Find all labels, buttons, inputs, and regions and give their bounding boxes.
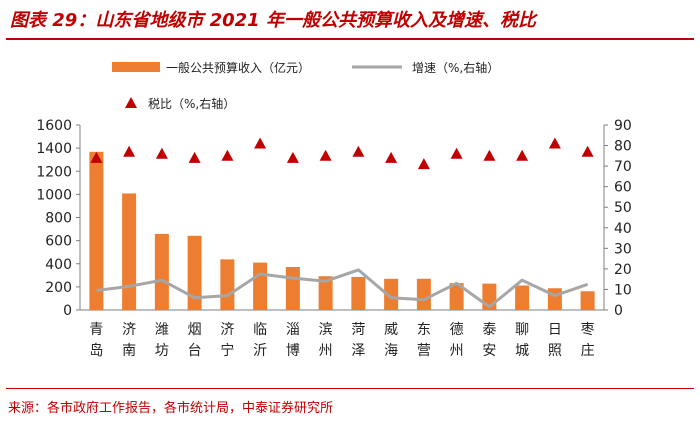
bar-德州 — [449, 283, 464, 310]
title-divider — [6, 38, 694, 40]
source-note: 来源：各市政府工作报告，各市统计局，中泰证券研究所 — [8, 401, 334, 416]
bar-东营 — [416, 278, 431, 310]
x-label-淄博: 淄博 — [286, 322, 300, 359]
tax-marker-滨州 — [319, 149, 332, 161]
x-label-枣庄: 枣庄 — [581, 322, 595, 359]
left-tick-label: 800 — [45, 211, 72, 227]
right-tick-label: 40 — [614, 221, 632, 237]
tax-marker-青岛 — [90, 151, 103, 163]
right-tick-label: 90 — [614, 118, 632, 134]
bar-潍坊 — [154, 233, 169, 310]
legend-label-tax: 税比（%,右轴） — [148, 96, 235, 111]
legend-label-growth: 增速（%,右轴） — [412, 60, 499, 75]
source-divider — [6, 388, 694, 389]
bar-烟台 — [187, 235, 202, 310]
tax-marker-临沂 — [254, 137, 267, 149]
right-tick-label: 10 — [614, 282, 632, 298]
bar-日照 — [547, 288, 562, 310]
bar-青岛 — [89, 151, 104, 310]
tax-marker-威海 — [385, 151, 398, 163]
legend-swatch-tax — [125, 97, 137, 108]
bar-淄博 — [285, 266, 300, 310]
bar-济南 — [122, 193, 137, 310]
bar-菏泽 — [351, 276, 366, 310]
left-tick-label: 0 — [63, 303, 72, 319]
x-label-日照: 日照 — [548, 322, 562, 359]
legend-swatch-revenue — [112, 62, 160, 72]
right-tick-label: 80 — [614, 139, 632, 155]
bar-济宁 — [220, 259, 235, 310]
x-label-青岛: 青岛 — [89, 322, 103, 359]
x-label-滨州: 滨州 — [319, 322, 333, 359]
tax-marker-日照 — [548, 137, 561, 149]
bar-枣庄 — [580, 291, 595, 310]
tax-marker-东营 — [417, 158, 430, 170]
marker-series — [90, 137, 594, 170]
tax-marker-济宁 — [221, 149, 234, 161]
tax-marker-淄博 — [286, 151, 299, 163]
right-tick-label: 0 — [614, 303, 623, 319]
tax-marker-济南 — [123, 145, 136, 157]
x-label-聊城: 聊城 — [515, 322, 529, 359]
line-series — [96, 268, 589, 309]
bar-威海 — [384, 278, 399, 310]
right-tick-label: 70 — [614, 159, 632, 175]
bar-滨州 — [318, 276, 333, 310]
x-label-济南: 济南 — [122, 322, 136, 359]
x-label-德州: 德州 — [450, 322, 464, 359]
chart: 一般公共预算收入（亿元） 增速（%,右轴）税比（%,右轴） 02004006008… — [36, 60, 632, 359]
left-tick-label: 1000 — [36, 187, 72, 203]
x-label-菏泽: 菏泽 — [351, 322, 365, 359]
growth-line — [96, 268, 589, 309]
legend: 一般公共预算收入（亿元） 增速（%,右轴） 税比（%,右轴） — [112, 60, 499, 111]
left-tick-label: 1600 — [36, 118, 72, 134]
left-tick-label: 400 — [45, 257, 72, 273]
right-tick-label: 20 — [614, 262, 632, 278]
tax-marker-德州 — [450, 147, 463, 159]
x-label-济宁: 济宁 — [220, 322, 234, 359]
bar-临沂 — [253, 262, 268, 310]
chart-title: 图表 29：山东省地级市 2021 年一般公共预算收入及增速、税比 — [10, 10, 536, 31]
left-tick-label: 1200 — [36, 164, 72, 180]
tax-marker-烟台 — [188, 151, 201, 163]
legend-label-revenue: 一般公共预算收入（亿元） — [166, 60, 310, 75]
x-label-威海: 威海 — [384, 322, 398, 359]
tax-marker-菏泽 — [352, 145, 365, 157]
x-label-临沂: 临沂 — [253, 322, 267, 359]
tax-marker-泰安 — [483, 149, 496, 161]
left-tick-label: 600 — [45, 234, 72, 250]
bar-聊城 — [515, 285, 530, 310]
x-label-潍坊: 潍坊 — [155, 322, 169, 359]
bar-series — [89, 151, 595, 310]
right-tick-label: 60 — [614, 180, 632, 196]
left-tick-label: 200 — [45, 280, 72, 296]
left-tick-label: 1400 — [36, 141, 72, 157]
right-tick-label: 30 — [614, 241, 632, 257]
tax-marker-潍坊 — [155, 147, 168, 159]
right-tick-label: 50 — [614, 200, 632, 216]
x-label-东营: 东营 — [417, 322, 431, 359]
x-label-泰安: 泰安 — [482, 322, 496, 359]
tax-marker-聊城 — [516, 149, 529, 161]
tax-marker-枣庄 — [581, 145, 594, 157]
x-label-烟台: 烟台 — [188, 322, 202, 359]
